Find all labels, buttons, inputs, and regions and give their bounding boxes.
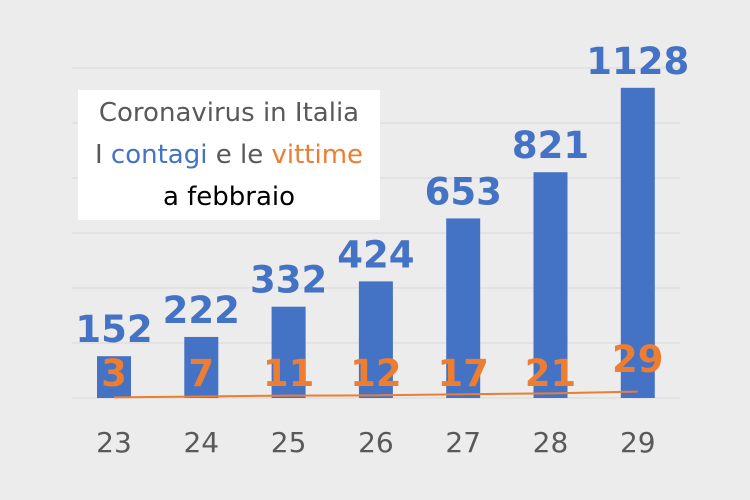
title-vittime-word: vittime [271, 140, 364, 170]
vittime-data-label: 11 [263, 352, 315, 395]
x-tick-label: 29 [620, 426, 656, 459]
contagi-bar [533, 172, 568, 398]
contagi-data-label: 152 [75, 308, 152, 351]
vittime-data-label: 7 [188, 352, 214, 395]
contagi-data-label: 222 [163, 289, 240, 332]
vittime-data-labels: 3 7 11 12 17 21 29 [101, 338, 663, 395]
contagi-bar [358, 281, 393, 398]
vittime-line [113, 390, 638, 399]
title-line-2-prefix: I [94, 140, 111, 170]
chart-title: Coronavirus in Italia I contagi e le vit… [78, 90, 380, 220]
x-axis-tick-labels: 23 24 25 26 27 28 29 [96, 426, 655, 459]
x-tick-label: 26 [358, 426, 394, 459]
x-tick-label: 28 [533, 426, 569, 459]
contagi-bar [184, 336, 219, 398]
title-line-3: a febbraio [162, 182, 296, 212]
vittime-data-label: 12 [350, 352, 402, 395]
contagi-bar [446, 218, 481, 398]
contagi-data-label: 1128 [586, 40, 689, 83]
x-tick-label: 27 [445, 426, 481, 459]
vittime-data-label: 3 [101, 352, 127, 395]
contagi-data-label: 653 [425, 170, 502, 213]
x-tick-label: 25 [271, 426, 307, 459]
contagi-data-label: 424 [337, 233, 414, 276]
title-line-2-mid: e le [207, 140, 272, 170]
contagi-data-label: 332 [250, 259, 327, 302]
contagi-bars [97, 87, 655, 399]
vittime-series-line [113, 390, 638, 399]
contagi-data-label: 821 [512, 124, 589, 167]
title-line-2: I contagi e le vittime [95, 134, 363, 176]
vittime-data-label: 21 [525, 352, 577, 395]
title-line-1: Coronavirus in Italia [98, 98, 360, 128]
contagi-bar [271, 306, 306, 398]
contagi-bar [620, 87, 655, 399]
contagi-bar [97, 356, 131, 398]
vittime-data-label: 29 [612, 338, 664, 381]
title-contagi-word: contagi [110, 140, 208, 170]
x-tick-label: 23 [96, 426, 132, 459]
vittime-data-label: 17 [437, 352, 489, 395]
x-tick-label: 24 [183, 426, 219, 459]
